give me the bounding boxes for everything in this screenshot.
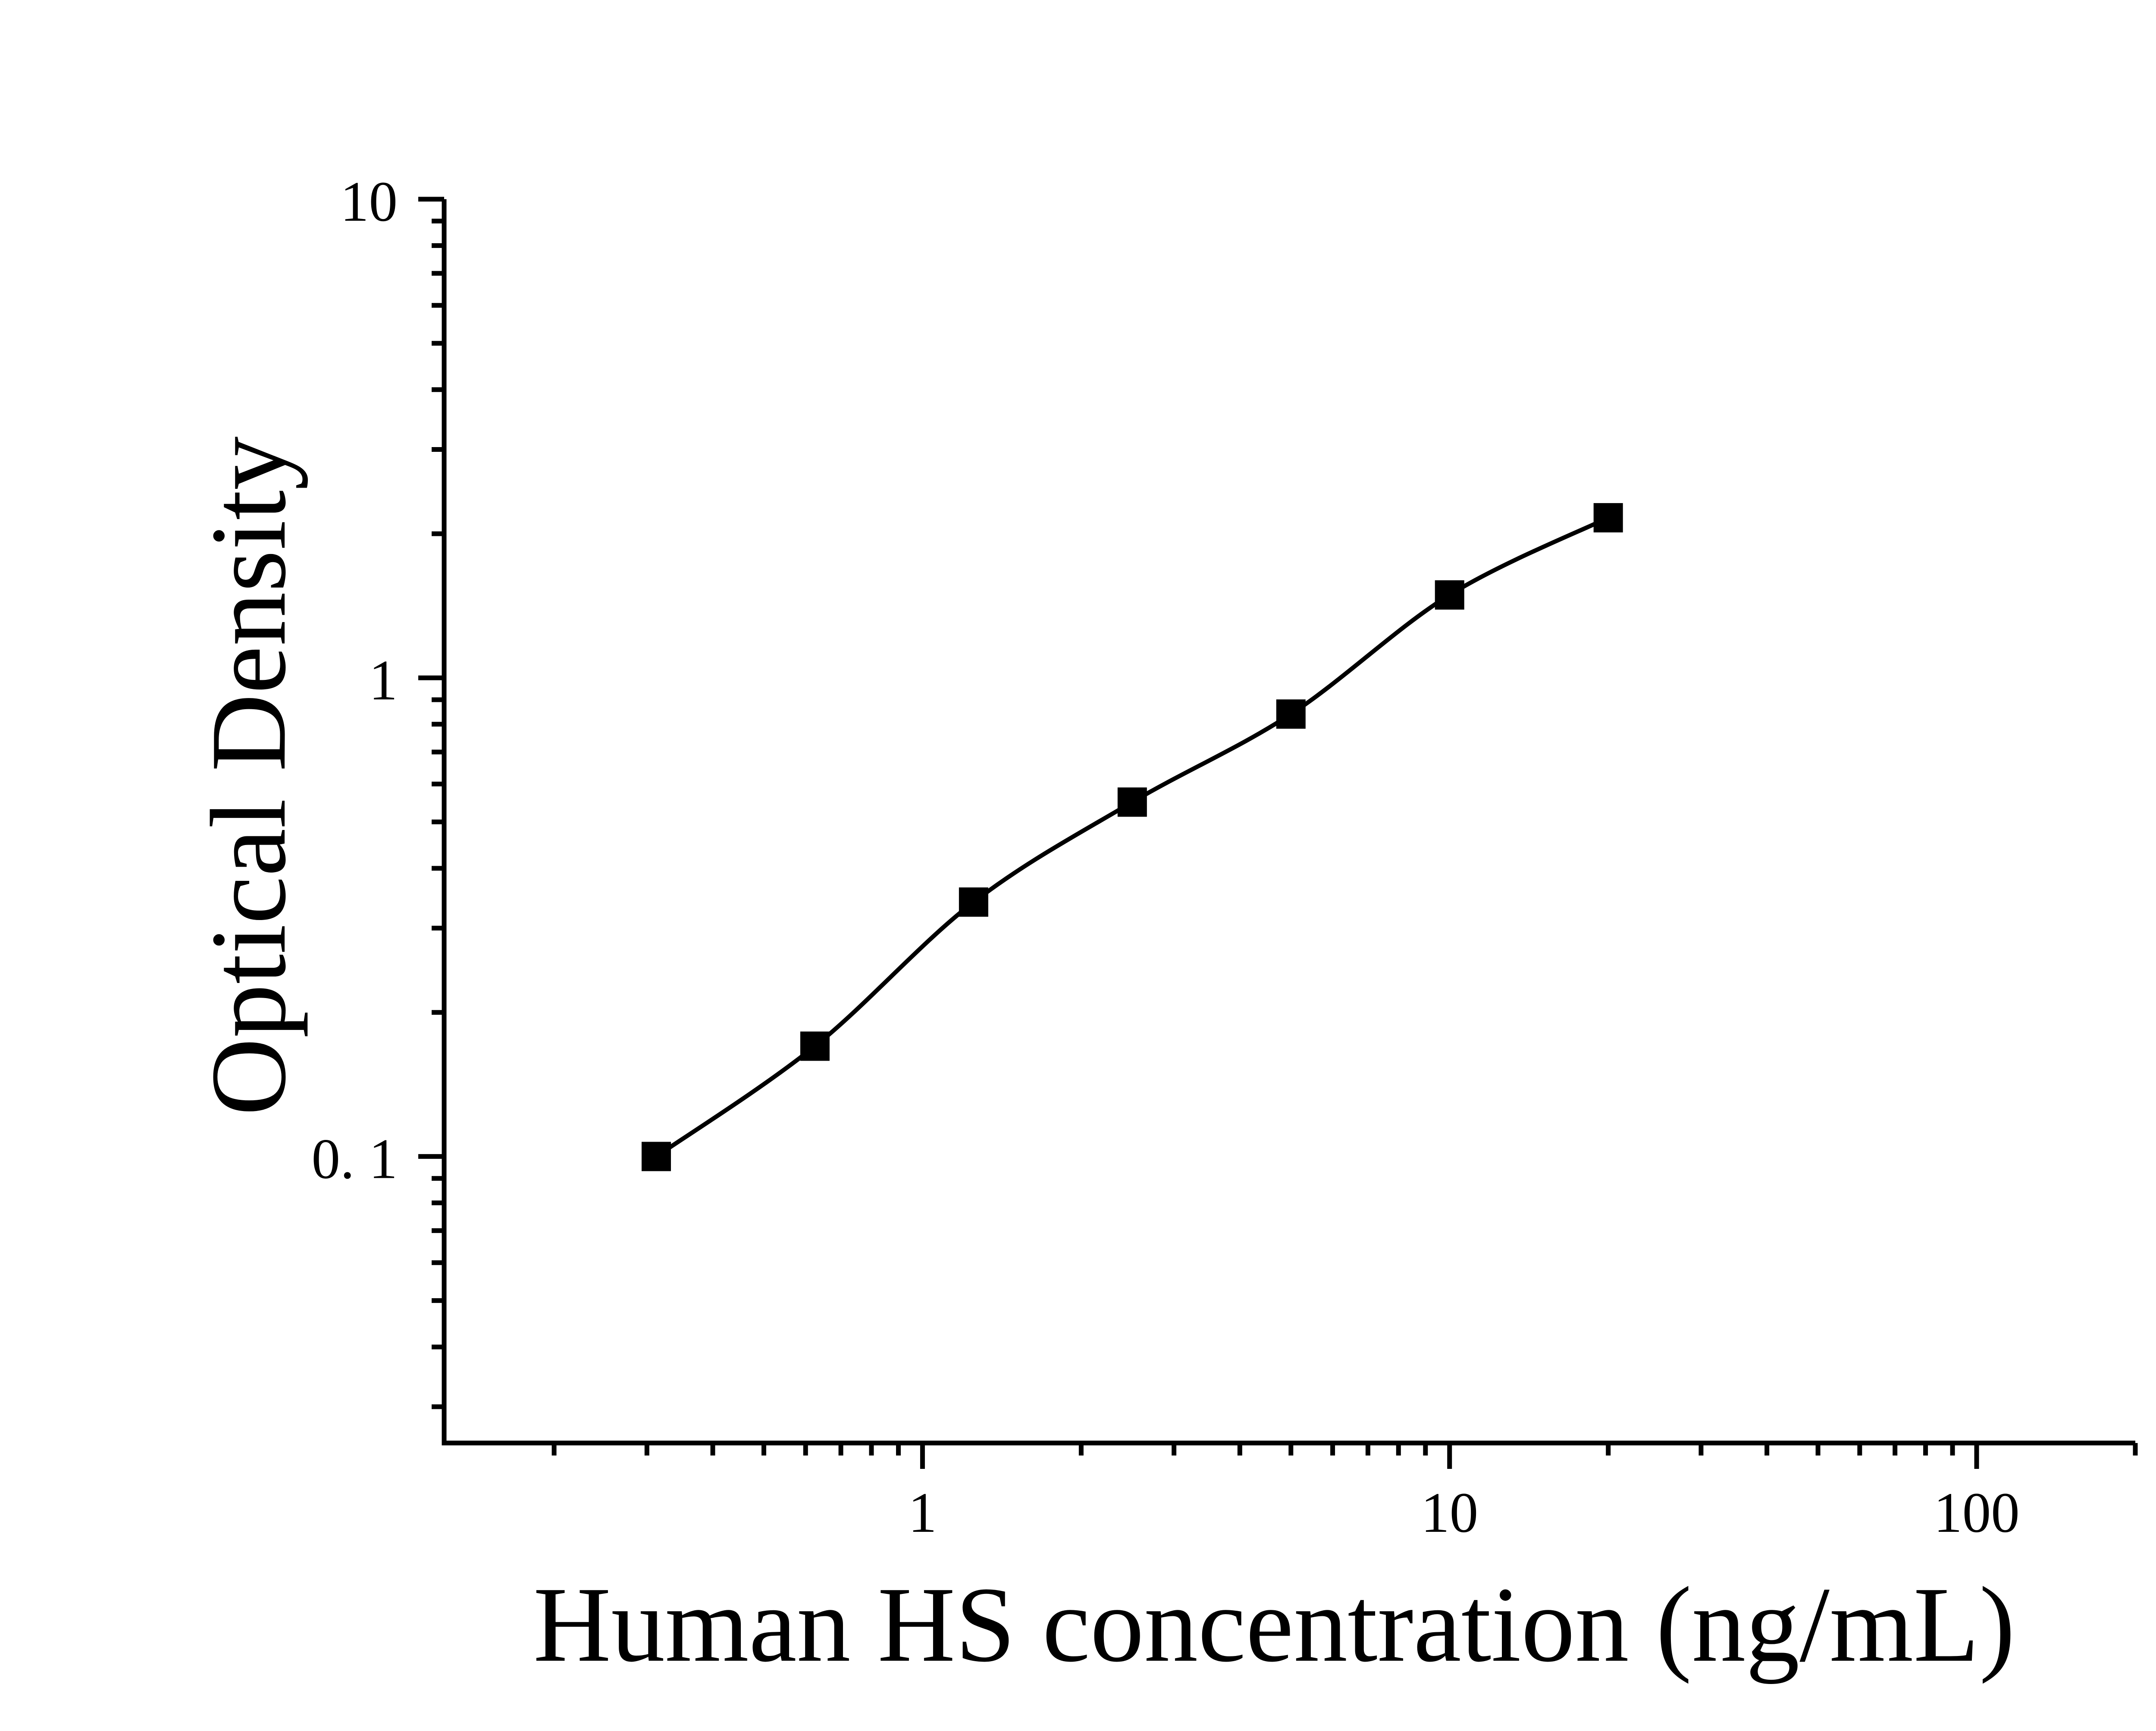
data-point-marker [959, 887, 988, 917]
x-tick-label: 1 [908, 1481, 937, 1544]
axis-tick-labels: 1 10 100 10 1 0. 1 [312, 169, 2020, 1544]
x-tick-label: 100 [1934, 1481, 2020, 1544]
axes [442, 199, 2135, 1446]
x-axis-title: Human HS concentration (ng/mL) [533, 1565, 2015, 1684]
data-point-marker [1435, 580, 1464, 610]
x-tick-label: 10 [1421, 1481, 1478, 1544]
y-axis-title: Optical Density [189, 436, 308, 1116]
axis-ticks [418, 197, 2138, 1469]
y-tick-label: 0. 1 [312, 1127, 398, 1190]
y-tick-label: 10 [340, 169, 398, 233]
y-tick-label: 1 [369, 648, 398, 712]
axis-lines [442, 199, 2135, 1446]
fit-curve [655, 516, 1609, 1158]
data-point-marker [1117, 787, 1147, 817]
data-point-marker [800, 1031, 830, 1061]
data-point-marker [641, 1142, 671, 1171]
data-points [641, 503, 1623, 1171]
data-point-marker [1593, 503, 1623, 532]
fit-curve-line [655, 516, 1609, 1158]
data-point-marker [1276, 699, 1306, 729]
